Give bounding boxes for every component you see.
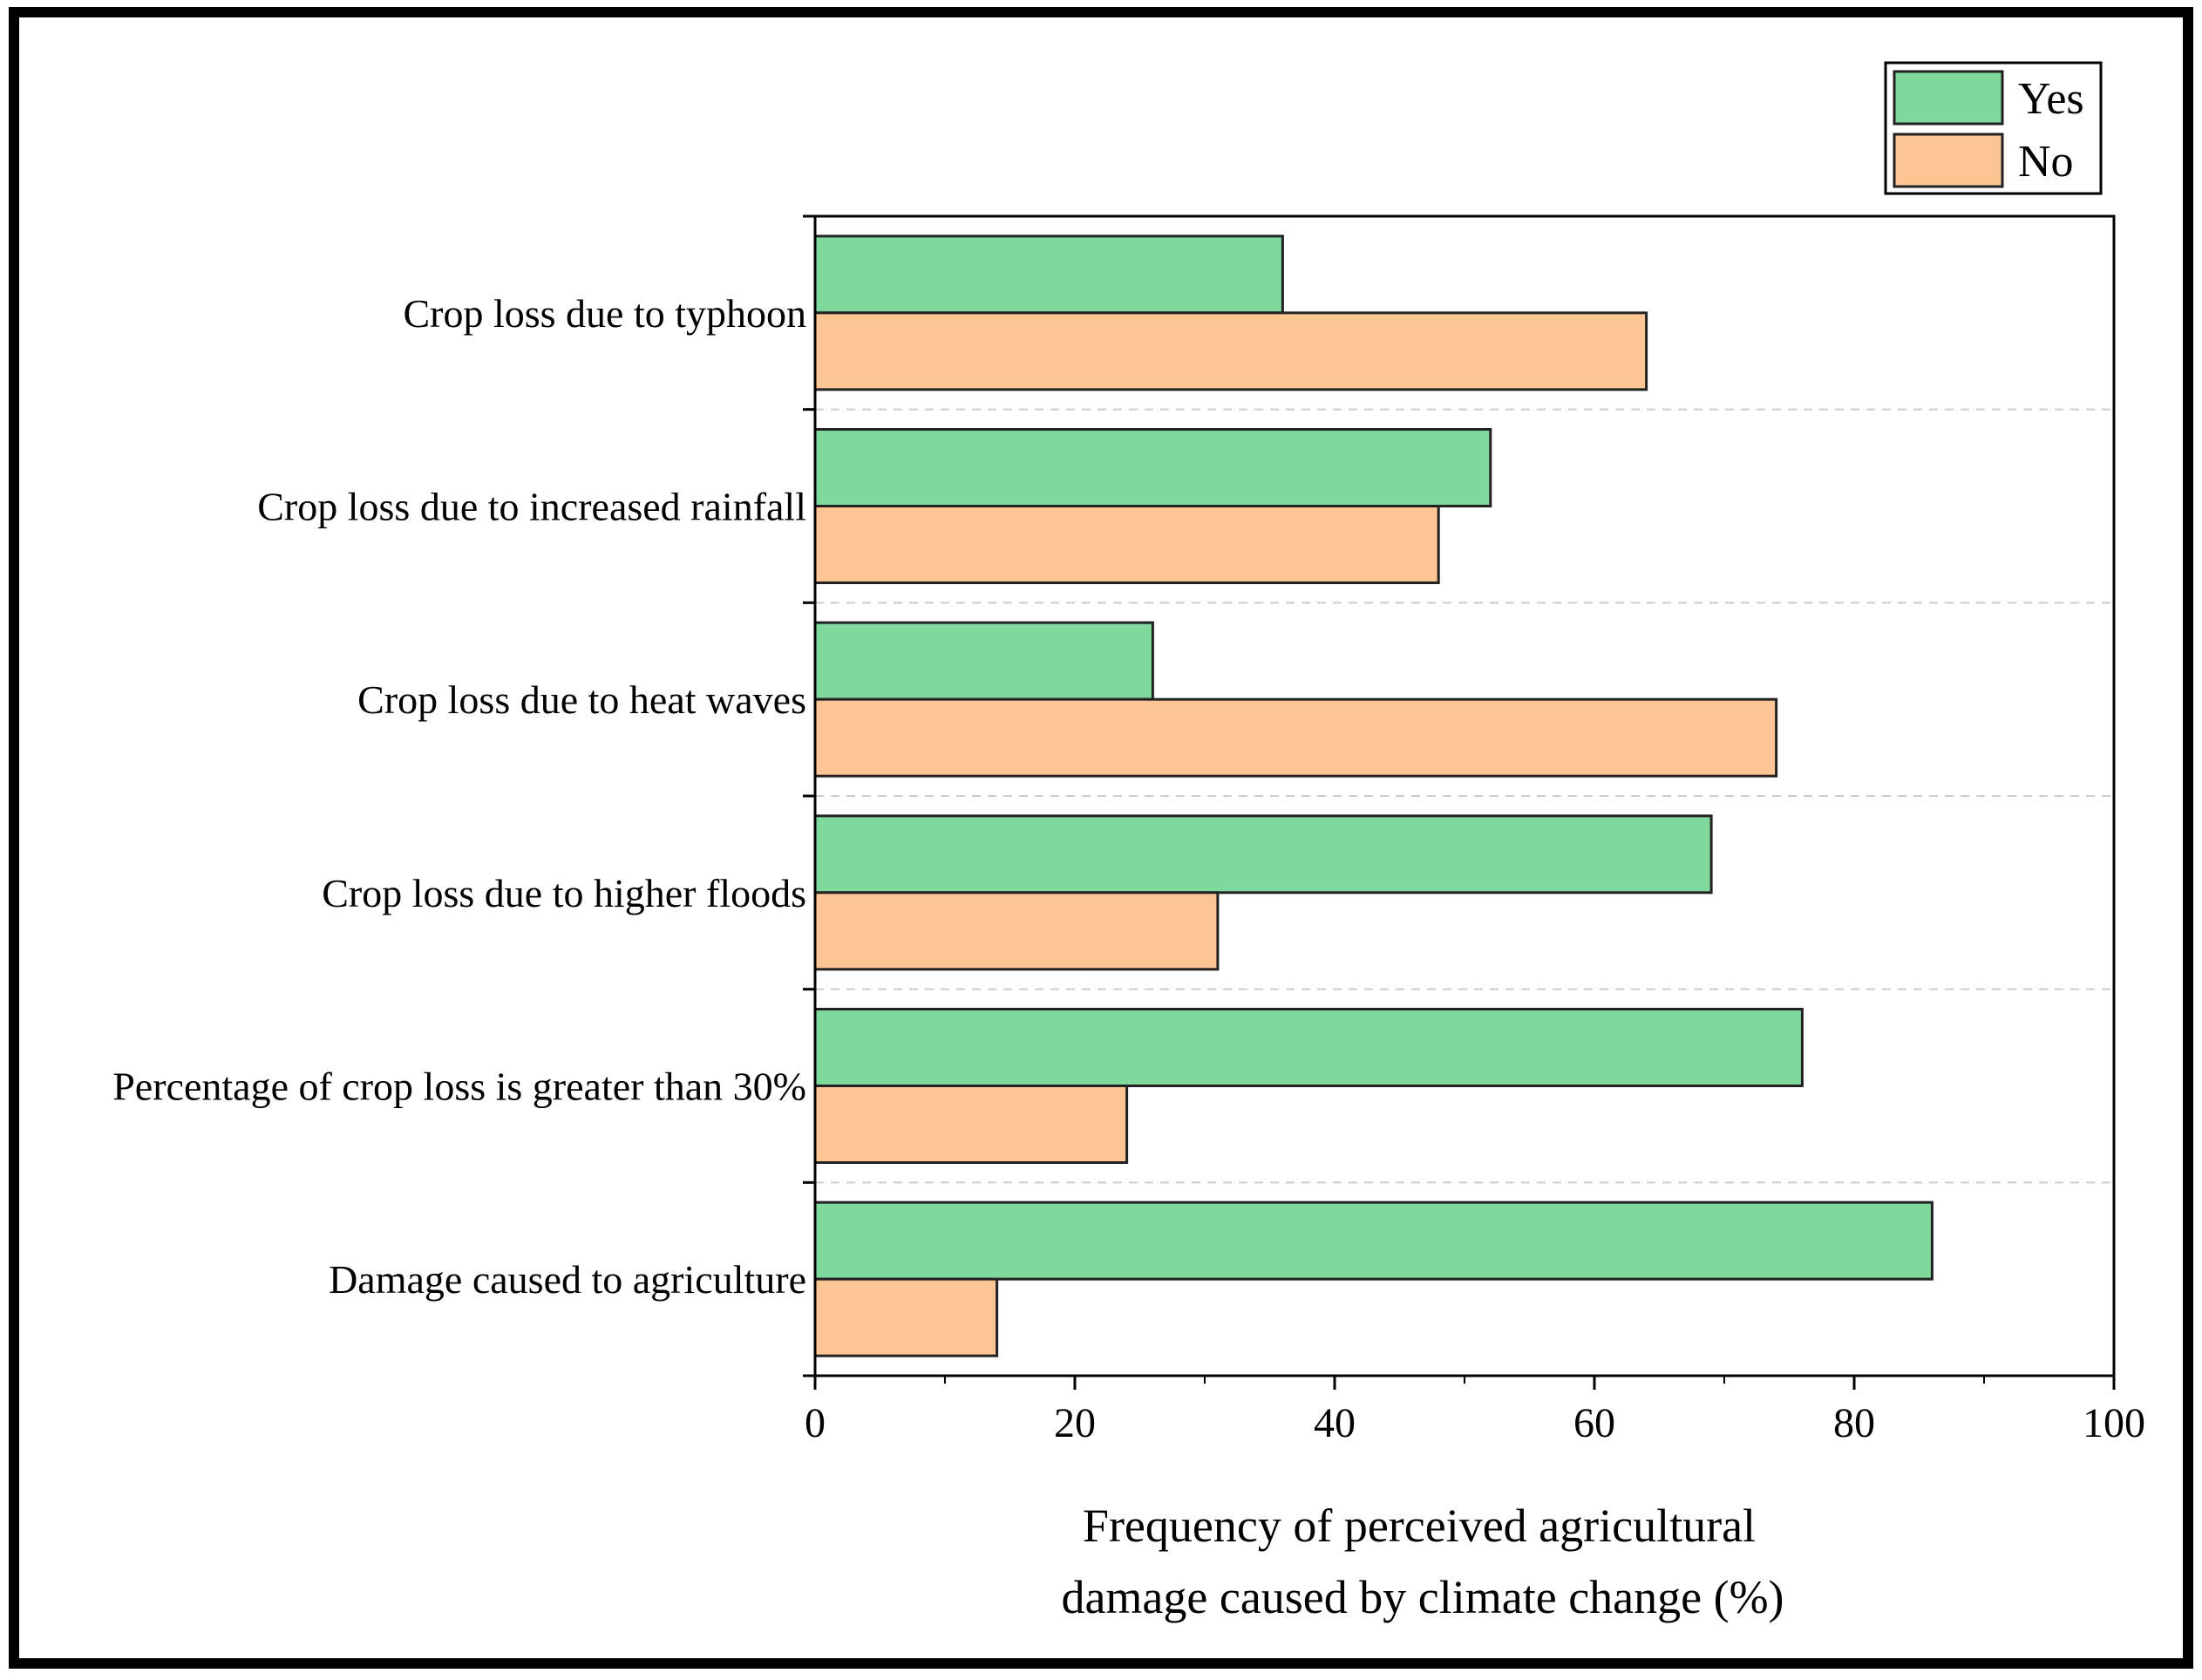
category-label: Damage caused to agriculture <box>329 1257 806 1302</box>
bar-yes-1 <box>813 428 1492 507</box>
bar-no-2 <box>813 697 1778 778</box>
legend-label-yes: Yes <box>2018 74 2084 124</box>
labels-layer: Crop loss due to typhoon Crop loss due to… <box>112 291 2145 1623</box>
bar-yes-3 <box>813 814 1713 894</box>
x-tick-label: 60 <box>1573 1400 1615 1446</box>
bars-layer <box>813 235 1934 1357</box>
bar-yes-2 <box>813 621 1154 701</box>
bar-no-0 <box>813 311 1648 391</box>
legend: Yes No <box>1884 61 2103 195</box>
bar-yes-5 <box>813 1200 1934 1281</box>
x-tick-label: 80 <box>1833 1400 1875 1446</box>
axes-layer <box>803 214 2116 1390</box>
x-axis-label-line-1: Frequency of perceived agricultural <box>1083 1500 1756 1552</box>
bar-yes-0 <box>813 235 1284 315</box>
x-tick-label: 40 <box>1314 1400 1356 1446</box>
category-label: Crop loss due to heat waves <box>357 677 806 722</box>
bar-no-5 <box>813 1277 999 1357</box>
bar-no-3 <box>813 891 1220 971</box>
category-label: Crop loss due to higher floods <box>322 871 806 915</box>
category-label: Percentage of crop loss is greater than … <box>112 1064 806 1109</box>
legend-label-no: No <box>2018 137 2074 187</box>
category-label: Crop loss due to increased rainfall <box>257 485 806 529</box>
x-tick-label: 20 <box>1054 1400 1096 1446</box>
bar-yes-4 <box>813 1008 1804 1087</box>
legend-swatch-no <box>1893 133 2004 188</box>
bar-no-4 <box>813 1085 1129 1164</box>
legend-swatch-yes <box>1893 70 2004 126</box>
x-tick-label: 100 <box>2083 1400 2145 1446</box>
x-tick-label: 0 <box>805 1400 826 1446</box>
x-axis-label-line-2: damage caused by climate change (%) <box>1061 1571 1784 1623</box>
bar-no-1 <box>813 505 1440 584</box>
category-label: Crop loss due to typhoon <box>403 291 806 336</box>
grid-layer <box>815 408 2114 1184</box>
